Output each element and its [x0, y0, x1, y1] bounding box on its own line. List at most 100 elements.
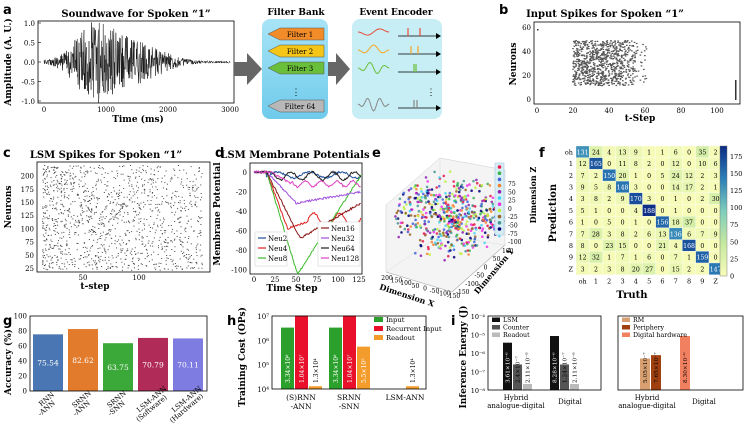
lsm-spike [68, 210, 70, 212]
lsm-spike [195, 251, 197, 253]
accuracy-bar-label: 63.75 [107, 363, 129, 372]
input-spike [615, 66, 618, 68]
input-spike [581, 66, 584, 68]
matrix-row-label: 6 [569, 219, 573, 227]
training-cost-bars: 3.34×10⁶ 1.04×10⁷ 1.3×10⁴ 3.34×10⁶ 1.04×10⁷ 5… [281, 315, 419, 389]
input-spike [627, 76, 630, 78]
embedding-point [471, 204, 474, 207]
lsm-spike [132, 188, 134, 190]
input-spike [619, 82, 621, 84]
lsm-spike [80, 202, 82, 204]
embedding-point [438, 220, 441, 224]
input-spike [586, 61, 589, 64]
lsm-spike [111, 196, 113, 198]
embedding-point [469, 236, 472, 240]
embedding-point [413, 196, 417, 200]
lsm-spike [95, 255, 97, 257]
lsm-spike [95, 188, 97, 190]
lsm-spike [174, 238, 176, 240]
lsm-spike [86, 195, 88, 197]
lsm-spike [123, 212, 125, 214]
embedding-point [443, 258, 446, 262]
lsm-spike [177, 208, 179, 210]
lsm-spike [146, 265, 148, 267]
embedding-point [430, 203, 434, 207]
embedding-point [435, 186, 439, 189]
lsm-spike [143, 223, 145, 225]
lsm-spike [187, 261, 189, 263]
input-spike [621, 83, 624, 85]
input-spike [620, 68, 623, 70]
lsm-spike [63, 224, 65, 226]
energy-legend-swatch [622, 317, 630, 322]
lsm-spike [146, 236, 148, 237]
matrix-col-label: 2 [607, 278, 611, 286]
input-spike [629, 58, 632, 60]
input-spike [576, 54, 578, 56]
input-spike [590, 81, 592, 83]
panel-e-ytick: 0 [484, 264, 488, 271]
lsm-spike [71, 190, 73, 192]
lsm-spike [56, 175, 58, 176]
lsm-spike [119, 235, 121, 237]
embedding-point [416, 204, 420, 208]
input-spike [584, 45, 586, 47]
class-legend-marker [497, 190, 502, 194]
lsm-spike [117, 253, 119, 254]
lsm-spike [73, 188, 75, 190]
matrix-cell-value: 0 [660, 266, 664, 273]
lsm-spike [130, 197, 132, 199]
lsm-spike [124, 258, 126, 260]
lsm-spike [127, 175, 129, 177]
energy-category: Hybrid [504, 394, 529, 402]
lsm-spike [181, 268, 183, 270]
input-spike [599, 80, 602, 82]
input-spike [634, 57, 636, 59]
lsm-spike [69, 172, 71, 174]
lsm-spike [197, 221, 199, 223]
lsm-spike [48, 263, 50, 265]
lsm-spike [139, 212, 141, 214]
training-category: -SNN [339, 402, 360, 411]
lsm-spike [154, 232, 156, 234]
lsm-spike [126, 243, 128, 245]
lsm-spike [53, 184, 55, 186]
lsm-spike [190, 200, 192, 202]
embedding-point [466, 200, 469, 203]
lsm-spike [62, 172, 64, 173]
matrix-col-label: 8 [687, 278, 691, 286]
lsm-spike [196, 189, 198, 191]
energy-category: analogue-digital [487, 402, 545, 410]
lsm-spike [57, 185, 59, 187]
input-spike [631, 50, 633, 52]
input-spike [596, 55, 598, 58]
lsm-spike [85, 266, 87, 268]
input-spike [631, 45, 633, 47]
lsm-spike [60, 199, 62, 201]
input-spike [621, 43, 623, 45]
embedding-point [458, 223, 461, 227]
embedding-point [452, 248, 456, 251]
input-spike [580, 63, 583, 65]
lsm-spike [91, 209, 93, 211]
input-spike [584, 70, 587, 72]
filter-label-4: Filter 64 [285, 103, 316, 111]
lsm-spike [187, 186, 189, 188]
lsm-spike [104, 208, 106, 210]
input-spike [619, 48, 621, 50]
lsm-spike [60, 212, 62, 213]
lsm-spike [197, 197, 199, 199]
lsm-spike [54, 230, 56, 232]
lsm-spike [183, 169, 185, 171]
lsm-spike [120, 258, 122, 260]
input-spike [606, 61, 608, 63]
lsm-spike [51, 181, 53, 183]
lsm-spike [101, 252, 103, 253]
embedding-point [404, 211, 408, 215]
lsm-spike [153, 264, 155, 266]
input-spike [574, 70, 576, 72]
lsm-spike [83, 165, 85, 167]
input-spike [575, 44, 577, 46]
embedding-point [399, 210, 403, 213]
lsm-spike [148, 240, 150, 242]
